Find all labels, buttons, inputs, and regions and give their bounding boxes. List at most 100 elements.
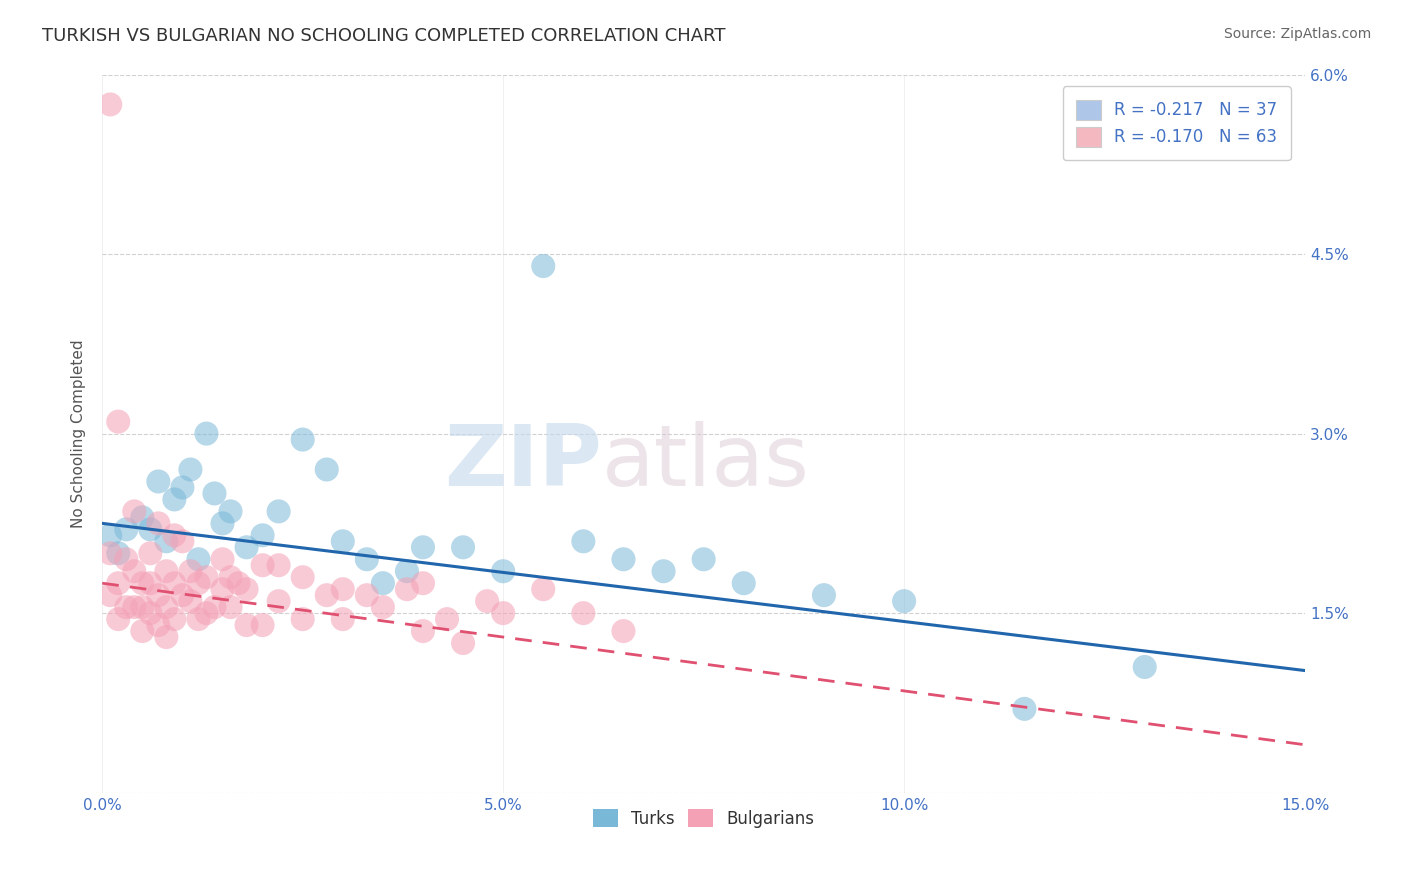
Point xyxy=(155,600,177,615)
Point xyxy=(195,426,218,441)
Point xyxy=(235,541,257,555)
Point xyxy=(163,492,186,507)
Point xyxy=(131,624,153,638)
Point xyxy=(204,600,226,615)
Point xyxy=(187,552,209,566)
Point xyxy=(531,582,554,597)
Point xyxy=(211,516,233,531)
Point xyxy=(612,552,634,566)
Point xyxy=(139,606,162,620)
Point xyxy=(155,564,177,578)
Point xyxy=(267,594,290,608)
Point xyxy=(139,546,162,560)
Point xyxy=(98,97,121,112)
Point xyxy=(98,546,121,560)
Legend: Turks, Bulgarians: Turks, Bulgarians xyxy=(586,803,821,835)
Point xyxy=(163,612,186,626)
Point xyxy=(235,582,257,597)
Point xyxy=(451,541,474,555)
Point xyxy=(195,570,218,584)
Point xyxy=(315,462,337,476)
Point xyxy=(211,552,233,566)
Text: TURKISH VS BULGARIAN NO SCHOOLING COMPLETED CORRELATION CHART: TURKISH VS BULGARIAN NO SCHOOLING COMPLE… xyxy=(42,27,725,45)
Point xyxy=(893,594,915,608)
Point xyxy=(155,534,177,549)
Point xyxy=(139,522,162,536)
Point xyxy=(163,528,186,542)
Point xyxy=(98,528,121,542)
Point xyxy=(315,588,337,602)
Point xyxy=(332,534,354,549)
Point xyxy=(179,564,201,578)
Point xyxy=(492,564,515,578)
Point xyxy=(195,606,218,620)
Point xyxy=(131,510,153,524)
Point xyxy=(356,588,378,602)
Point xyxy=(187,612,209,626)
Text: ZIP: ZIP xyxy=(444,421,602,504)
Point xyxy=(412,541,434,555)
Point xyxy=(115,552,138,566)
Point xyxy=(115,600,138,615)
Point xyxy=(148,475,170,489)
Point xyxy=(572,606,595,620)
Point xyxy=(124,504,146,518)
Point xyxy=(252,558,274,573)
Text: Source: ZipAtlas.com: Source: ZipAtlas.com xyxy=(1223,27,1371,41)
Point xyxy=(98,588,121,602)
Point xyxy=(172,480,194,494)
Point xyxy=(115,522,138,536)
Point xyxy=(219,504,242,518)
Point xyxy=(219,600,242,615)
Point xyxy=(179,594,201,608)
Point xyxy=(107,415,129,429)
Point xyxy=(451,636,474,650)
Point xyxy=(291,570,314,584)
Point xyxy=(692,552,714,566)
Point xyxy=(412,624,434,638)
Point xyxy=(1014,702,1036,716)
Point xyxy=(235,618,257,632)
Point xyxy=(148,618,170,632)
Point xyxy=(163,576,186,591)
Point xyxy=(148,516,170,531)
Point xyxy=(412,576,434,591)
Point xyxy=(332,582,354,597)
Point xyxy=(291,433,314,447)
Point xyxy=(155,630,177,644)
Point xyxy=(612,624,634,638)
Point xyxy=(107,546,129,560)
Point xyxy=(356,552,378,566)
Point xyxy=(395,564,418,578)
Point xyxy=(252,528,274,542)
Point xyxy=(267,504,290,518)
Point xyxy=(228,576,250,591)
Point xyxy=(172,588,194,602)
Point xyxy=(395,582,418,597)
Point xyxy=(572,534,595,549)
Text: atlas: atlas xyxy=(602,421,810,504)
Point xyxy=(124,600,146,615)
Point xyxy=(219,570,242,584)
Point xyxy=(204,486,226,500)
Point xyxy=(187,576,209,591)
Y-axis label: No Schooling Completed: No Schooling Completed xyxy=(72,339,86,528)
Point xyxy=(813,588,835,602)
Point xyxy=(371,600,394,615)
Point xyxy=(1133,660,1156,674)
Point xyxy=(172,534,194,549)
Point xyxy=(475,594,498,608)
Point xyxy=(371,576,394,591)
Point xyxy=(531,259,554,273)
Point xyxy=(107,576,129,591)
Point xyxy=(107,612,129,626)
Point xyxy=(332,612,354,626)
Point xyxy=(733,576,755,591)
Point xyxy=(139,576,162,591)
Point xyxy=(211,582,233,597)
Point xyxy=(124,564,146,578)
Point xyxy=(436,612,458,626)
Point xyxy=(252,618,274,632)
Point xyxy=(267,558,290,573)
Point xyxy=(179,462,201,476)
